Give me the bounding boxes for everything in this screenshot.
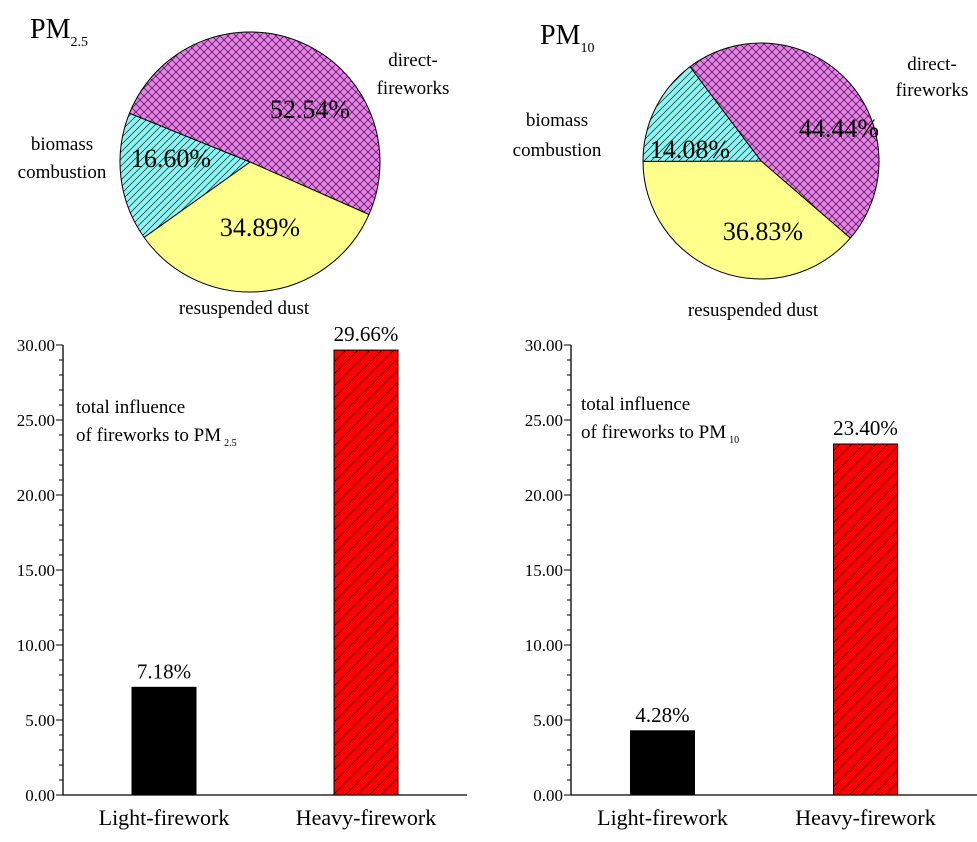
x-tick-label: Heavy-firework (795, 805, 936, 830)
pie-slices (642, 42, 880, 280)
x-tick-label: Heavy-firework (296, 805, 437, 830)
y-tick-label: 25.00 (525, 411, 563, 430)
pie-chart-pm10: PM10 direct-fireworks biomass combustion … (513, 20, 969, 321)
y-tick-label: 30.00 (17, 336, 55, 355)
slice-label-biomass-combustion: biomass combustion (513, 110, 602, 161)
slice-label-direct-fireworks: direct-fireworks (377, 50, 450, 99)
slice-label-resuspended-dust: resuspended dust (688, 300, 819, 321)
bar-annotation: total influence of fireworks to PM 10 (581, 394, 739, 446)
bar-value-label: 7.18% (137, 659, 191, 683)
y-tick-label: 10.00 (17, 636, 55, 655)
slice-value-resuspended-dust: 34.89% (220, 213, 300, 242)
pie-title: PM2.5 (30, 14, 88, 50)
bar-value-label: 29.66% (334, 322, 399, 346)
y-tick-label: 5.00 (25, 711, 55, 730)
bar-light-firework (131, 686, 197, 796)
y-tick-label: 30.00 (525, 336, 563, 355)
bar-value-label: 23.40% (833, 416, 898, 440)
slice-value-biomass-combustion: 14.08% (650, 135, 730, 164)
x-tick-label: Light-firework (99, 805, 230, 830)
bar-heavy-firework (333, 349, 399, 796)
pie-slice-resuspended-dust (143, 161, 370, 293)
bar-heavy-firework (833, 443, 898, 796)
pie-slice-resuspended-dust (642, 160, 852, 280)
pie-slice-biomass-combustion (119, 112, 252, 239)
y-tick-label: 0.00 (25, 786, 55, 805)
pie-slices (119, 31, 381, 293)
pie-slice-direct-fireworks (128, 31, 381, 216)
y-tick-label: 25.00 (17, 411, 55, 430)
pie-title: PM10 (540, 20, 594, 56)
slice-label-biomass-combustion: biomass combustion (18, 134, 107, 183)
slice-value-resuspended-dust: 36.83% (723, 217, 803, 246)
pie-chart-pm25: PM2.5 direct-fireworks biomass combustion… (18, 14, 450, 319)
y-tick-label: 15.00 (525, 561, 563, 580)
slice-value-direct-fireworks: 44.44% (799, 114, 879, 143)
bar-light-firework (630, 730, 695, 796)
bar-value-label: 4.28% (635, 703, 689, 727)
x-tick-label: Light-firework (597, 805, 728, 830)
bar-chart-pm10: total influence of fireworks to PM 10 0.00… (525, 336, 977, 830)
y-tick-label: 20.00 (17, 486, 55, 505)
y-tick-label: 15.00 (17, 561, 55, 580)
slice-value-direct-fireworks: 52.54% (270, 95, 350, 124)
bar-annotation: total influence of fireworks to PM 2.5 (76, 397, 237, 449)
slice-value-biomass-combustion: 16.60% (131, 144, 211, 173)
y-tick-label: 0.00 (533, 786, 563, 805)
bar-chart-pm25: total influence of fireworks to PM 2.5 0.0… (17, 322, 467, 830)
pie-slice-direct-fireworks (689, 42, 880, 239)
y-tick-label: 10.00 (525, 636, 563, 655)
pie-slice-biomass-combustion (642, 66, 763, 162)
slice-label-direct-fireworks: direct-fireworks (896, 54, 969, 101)
slice-label-resuspended-dust: resuspended dust (179, 298, 310, 319)
y-tick-label: 20.00 (525, 486, 563, 505)
y-tick-label: 5.00 (533, 711, 563, 730)
